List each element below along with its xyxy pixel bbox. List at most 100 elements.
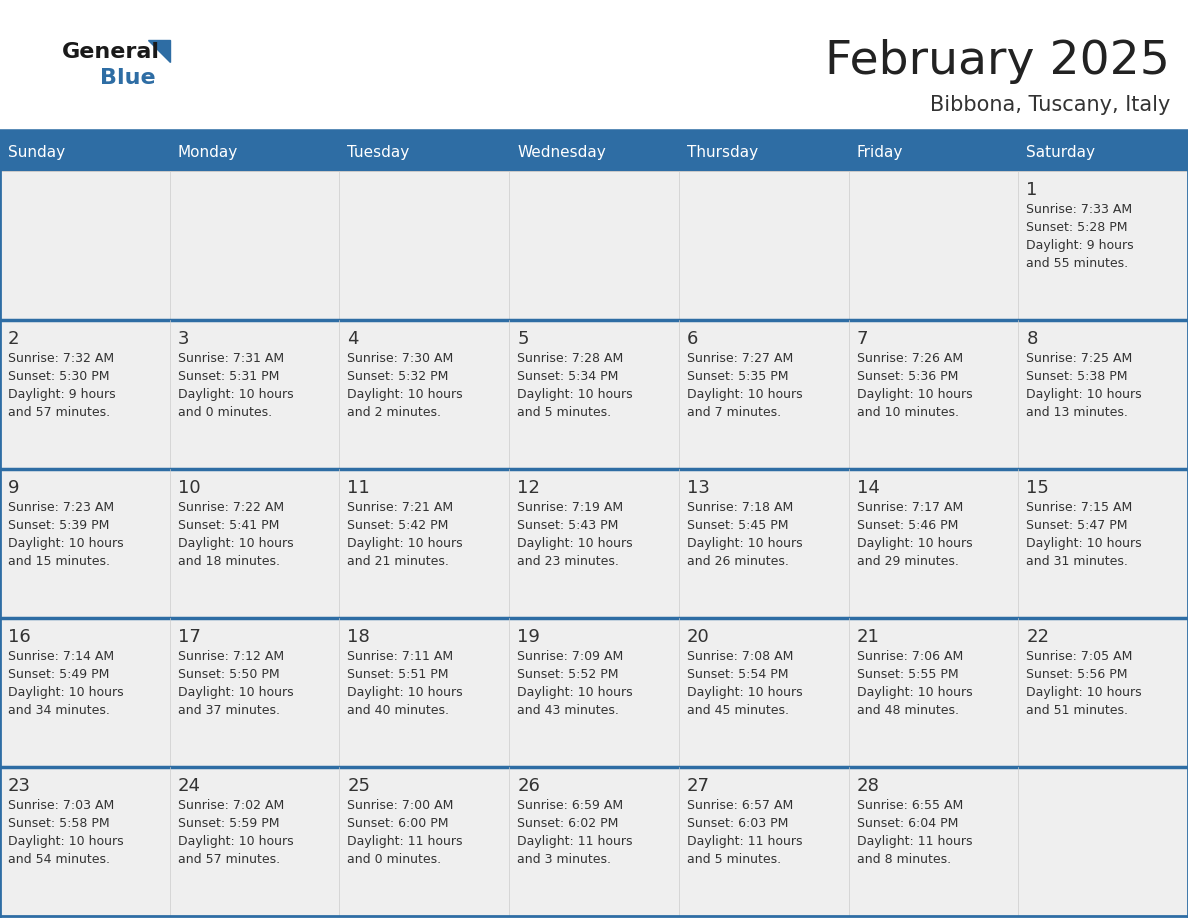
Text: and 48 minutes.: and 48 minutes. [857,704,959,717]
Bar [510,320,678,469]
Text: Daylight: 10 hours: Daylight: 10 hours [687,537,802,550]
Text: Thursday: Thursday [687,144,758,160]
Text: and 0 minutes.: and 0 minutes. [178,406,272,419]
Text: Sunrise: 7:22 AM: Sunrise: 7:22 AM [178,501,284,514]
Text: Daylight: 10 hours: Daylight: 10 hours [8,537,124,550]
Text: Daylight: 10 hours: Daylight: 10 hours [857,388,972,401]
Text: Sunset: 5:56 PM: Sunset: 5:56 PM [1026,668,1127,681]
Text: Sunrise: 7:21 AM: Sunrise: 7:21 AM [347,501,454,514]
Text: Daylight: 10 hours: Daylight: 10 hours [687,388,802,401]
Bar [0,618,170,767]
Text: and 3 minutes.: and 3 minutes. [517,853,611,866]
Text: Sunrise: 7:02 AM: Sunrise: 7:02 AM [178,799,284,812]
Bar [340,171,510,320]
Bar [340,133,510,171]
Text: and 0 minutes.: and 0 minutes. [347,853,442,866]
Text: Daylight: 11 hours: Daylight: 11 hours [517,835,633,848]
Text: Sunrise: 7:30 AM: Sunrise: 7:30 AM [347,352,454,365]
Text: Blue: Blue [100,68,156,88]
Bar [0,469,170,618]
Text: and 5 minutes.: and 5 minutes. [517,406,612,419]
Text: 5: 5 [517,330,529,348]
Bar [1018,171,1188,320]
Bar [170,171,340,320]
Bar [170,767,340,916]
Text: and 37 minutes.: and 37 minutes. [178,704,279,717]
Text: 23: 23 [8,777,31,795]
Text: 8: 8 [1026,330,1037,348]
Text: 2: 2 [8,330,19,348]
Bar [678,767,848,916]
Text: Sunrise: 7:23 AM: Sunrise: 7:23 AM [8,501,114,514]
Text: Sunset: 5:46 PM: Sunset: 5:46 PM [857,519,958,532]
Text: Sunrise: 7:26 AM: Sunrise: 7:26 AM [857,352,962,365]
Bar [678,171,848,320]
Text: Daylight: 10 hours: Daylight: 10 hours [857,537,972,550]
Text: Sunrise: 7:18 AM: Sunrise: 7:18 AM [687,501,794,514]
Bar [1018,469,1188,618]
Text: Daylight: 9 hours: Daylight: 9 hours [1026,239,1133,252]
Text: Daylight: 10 hours: Daylight: 10 hours [178,686,293,699]
Text: Sunrise: 6:57 AM: Sunrise: 6:57 AM [687,799,794,812]
Text: Sunrise: 7:03 AM: Sunrise: 7:03 AM [8,799,114,812]
Bar [340,618,510,767]
Text: 6: 6 [687,330,699,348]
Text: Sunset: 5:31 PM: Sunset: 5:31 PM [178,370,279,383]
Bar [848,469,1018,618]
Text: Sunrise: 7:15 AM: Sunrise: 7:15 AM [1026,501,1132,514]
Text: Sunrise: 7:17 AM: Sunrise: 7:17 AM [857,501,962,514]
Text: 19: 19 [517,628,541,646]
Text: Daylight: 10 hours: Daylight: 10 hours [347,686,463,699]
Text: Daylight: 10 hours: Daylight: 10 hours [857,686,972,699]
Text: Daylight: 10 hours: Daylight: 10 hours [517,686,633,699]
Text: Sunrise: 7:09 AM: Sunrise: 7:09 AM [517,650,624,663]
Text: Sunset: 5:52 PM: Sunset: 5:52 PM [517,668,619,681]
Text: Daylight: 11 hours: Daylight: 11 hours [687,835,802,848]
Text: and 57 minutes.: and 57 minutes. [8,406,110,419]
Text: Sunset: 5:32 PM: Sunset: 5:32 PM [347,370,449,383]
Text: Sunrise: 7:25 AM: Sunrise: 7:25 AM [1026,352,1132,365]
Bar [1018,767,1188,916]
Bar [170,618,340,767]
Text: 10: 10 [178,479,201,497]
Text: and 40 minutes.: and 40 minutes. [347,704,449,717]
Text: Daylight: 10 hours: Daylight: 10 hours [517,537,633,550]
Text: Sunrise: 7:28 AM: Sunrise: 7:28 AM [517,352,624,365]
Bar [848,618,1018,767]
Text: Sunset: 5:54 PM: Sunset: 5:54 PM [687,668,789,681]
Bar [0,767,170,916]
Bar [340,320,510,469]
Bar [170,133,340,171]
Text: 13: 13 [687,479,709,497]
Text: Sunrise: 7:05 AM: Sunrise: 7:05 AM [1026,650,1132,663]
Bar [1018,618,1188,767]
Text: Friday: Friday [857,144,903,160]
Text: and 29 minutes.: and 29 minutes. [857,555,959,568]
Bar [0,320,170,469]
Text: 24: 24 [178,777,201,795]
Text: and 8 minutes.: and 8 minutes. [857,853,950,866]
Text: Wednesday: Wednesday [517,144,606,160]
Text: Daylight: 10 hours: Daylight: 10 hours [1026,537,1142,550]
Text: Sunset: 5:42 PM: Sunset: 5:42 PM [347,519,449,532]
Text: Sunrise: 7:06 AM: Sunrise: 7:06 AM [857,650,962,663]
Text: 12: 12 [517,479,541,497]
Text: Sunrise: 7:12 AM: Sunrise: 7:12 AM [178,650,284,663]
Text: and 57 minutes.: and 57 minutes. [178,853,280,866]
Text: Tuesday: Tuesday [347,144,410,160]
Bar [678,133,848,171]
Polygon shape [148,40,170,62]
Text: Daylight: 10 hours: Daylight: 10 hours [178,835,293,848]
Text: and 55 minutes.: and 55 minutes. [1026,257,1129,270]
Text: Daylight: 10 hours: Daylight: 10 hours [1026,686,1142,699]
Text: Daylight: 10 hours: Daylight: 10 hours [347,388,463,401]
Text: Sunset: 5:47 PM: Sunset: 5:47 PM [1026,519,1127,532]
Text: General: General [62,42,160,62]
Text: Sunday: Sunday [8,144,65,160]
Bar [678,320,848,469]
Text: 16: 16 [8,628,31,646]
Text: Sunrise: 7:19 AM: Sunrise: 7:19 AM [517,501,624,514]
Text: Sunset: 5:39 PM: Sunset: 5:39 PM [8,519,109,532]
Text: Saturday: Saturday [1026,144,1095,160]
Bar [848,171,1018,320]
